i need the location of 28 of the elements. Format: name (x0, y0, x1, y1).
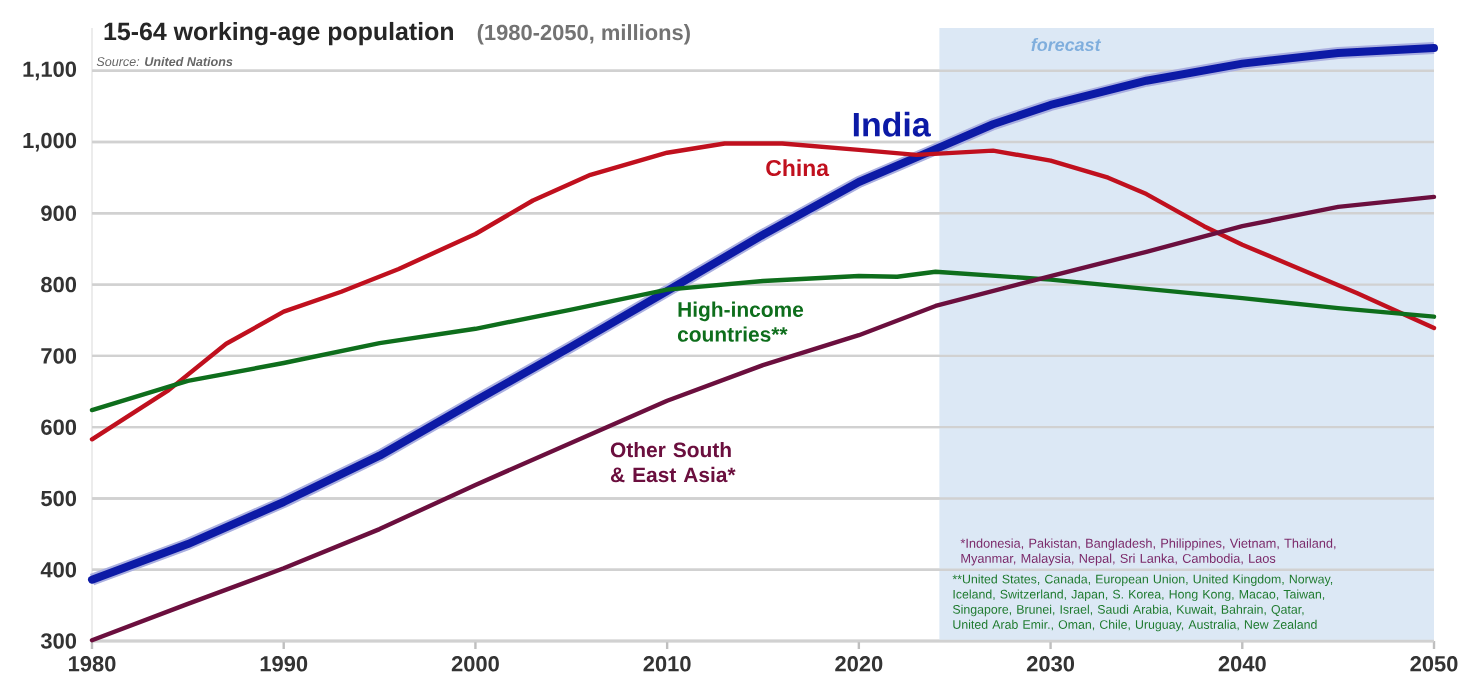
x-tick-label: 2010 (643, 656, 691, 672)
series-label: India (853, 111, 931, 137)
y-tick-label: 700 (41, 348, 77, 364)
series-label: Other South & East Asia* (610, 441, 736, 483)
y-tick-label: 300 (40, 633, 77, 649)
band-label: forecast (1031, 37, 1102, 52)
annotation: **United States, Canada, European Union, United Kingdom, Norway, Iceland, Switzerland, Japan, S. Korea, Hong Kong, Macao, Taiwan, Singapore, Brunei, Israel, Saudi Arabia, Kuwait, Bahrain, Qatar, United Arab Emir., Oman, Chile, Uruguay, Australia, New Zealand (952, 574, 1333, 632)
y-tick-label: 800 (41, 276, 77, 293)
x-tick-label: 2000 (451, 656, 499, 672)
y-tick-label: 1,100 (23, 61, 77, 81)
x-tick-label: 1990 (260, 656, 308, 672)
chart-title: 15-64 working-age population (104, 21, 453, 46)
y-tick-label: 900 (41, 205, 77, 222)
y-tick-label: 600 (41, 419, 77, 435)
x-tick-label: 2020 (835, 656, 883, 672)
x-tick-label: 1980 (69, 656, 116, 672)
chart-subtitle: (1980-2050, millions) (477, 24, 690, 45)
line-series (89, 269, 1437, 413)
x-tick-label: 2040 (1218, 656, 1266, 672)
x-tick-label: 2030 (1026, 656, 1075, 672)
x-tick-label: 2050 (1410, 656, 1458, 672)
y-tick-label: 500 (41, 490, 77, 507)
y-tick-label: 400 (40, 561, 77, 578)
annotation: *Indonesia, Pakistan, Bangladesh, Philippines, Vietnam, Thailand, Myanmar, Malaysia, Nepal, Sri Lanka, Cambodia, Laos (960, 538, 1336, 566)
series-label: High-income countries** (677, 301, 804, 342)
annotation: Source: United Nations (96, 56, 233, 67)
y-tick-label: 1,000 (23, 132, 77, 152)
series-label: China (766, 159, 830, 177)
